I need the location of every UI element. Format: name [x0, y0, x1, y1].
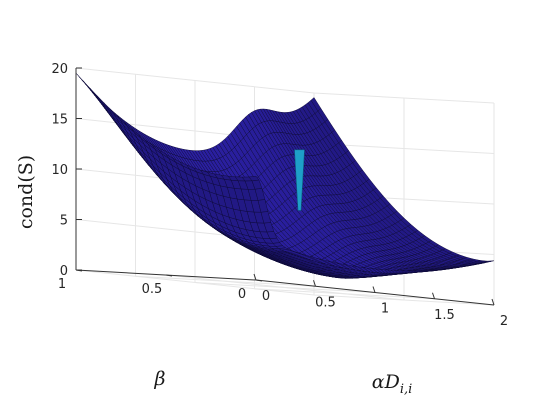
x-tick-label: 1.5: [434, 308, 455, 323]
x-axis-label: αDi,i: [372, 371, 413, 397]
y-tick-mark: [165, 274, 173, 277]
x-tick-label: 0: [262, 289, 270, 304]
z-tick-label: 10: [51, 163, 68, 178]
x-tick-label: 0.5: [315, 295, 336, 310]
z-tick-label: 15: [51, 113, 68, 128]
y-tick-label: 0: [238, 287, 246, 302]
x-tick-label: 1: [381, 302, 389, 317]
gridline: [75, 67, 495, 104]
z-tick-label: 20: [51, 62, 68, 77]
x-tick-mark: [491, 298, 495, 306]
y-tick-mark: [255, 279, 263, 282]
y-tick-label: 1: [58, 277, 66, 292]
x-tick-mark: [253, 273, 257, 281]
y-axis-label: β: [154, 368, 166, 390]
surface-patch: [484, 260, 495, 263]
x-tick-mark: [372, 286, 376, 293]
z-tick-label: 0: [60, 264, 68, 279]
z-axis-label: cond(S): [15, 155, 37, 229]
surface-spike: [294, 149, 305, 211]
z-tick-label: 5: [60, 214, 68, 229]
surface-mesh: [75, 72, 495, 279]
x-axis-label-subscript: i,i: [400, 382, 412, 397]
gridline: [165, 274, 405, 301]
x-axis-label-main: αD: [372, 371, 400, 393]
gridline: [75, 269, 495, 306]
x-tick-mark: [432, 292, 435, 299]
x-tick-mark: [313, 280, 316, 287]
y-tick-label: 0.5: [142, 282, 163, 297]
x-tick-label: 2: [500, 314, 508, 329]
